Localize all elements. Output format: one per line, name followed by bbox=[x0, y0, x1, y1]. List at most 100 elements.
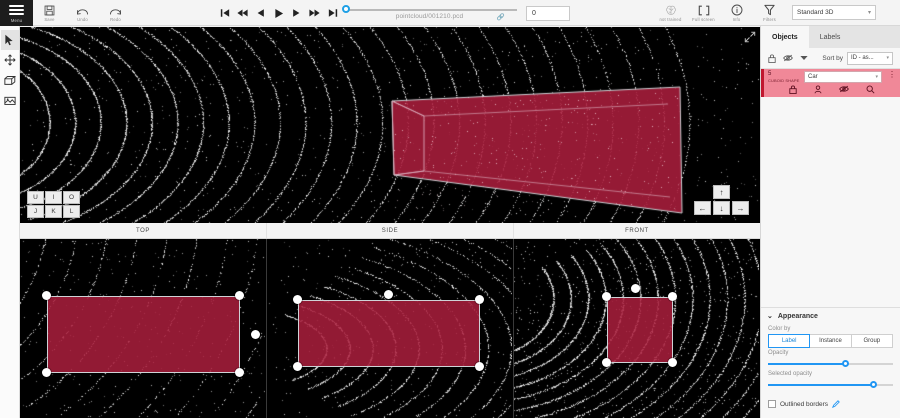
key-u[interactable]: U bbox=[27, 191, 44, 204]
object-zoom-icon[interactable] bbox=[866, 85, 875, 94]
color-by-segmented: Label Instance Group bbox=[768, 334, 893, 348]
filters-button[interactable]: Filters bbox=[753, 0, 786, 26]
handle-bottom-right[interactable] bbox=[235, 368, 244, 377]
object-row-header: 5 CUBOID SHAPE Car ▾ ⋮ bbox=[768, 71, 896, 83]
key-i[interactable]: I bbox=[45, 191, 62, 204]
handle-top-right[interactable] bbox=[235, 291, 244, 300]
last-frame-button[interactable] bbox=[324, 2, 341, 24]
pointcloud-canvas-perspective[interactable] bbox=[20, 27, 760, 223]
next-frame-button[interactable] bbox=[288, 2, 305, 24]
tool-rail bbox=[0, 26, 20, 418]
camera-nav-pad: ↑ ← ↓ → bbox=[694, 185, 750, 218]
cuboid-top[interactable] bbox=[47, 296, 240, 373]
handle-side-rotate[interactable] bbox=[384, 290, 393, 299]
handle-side-bottom-right[interactable] bbox=[475, 362, 484, 371]
color-by-label-option[interactable]: Label bbox=[768, 334, 811, 348]
cursor-tool[interactable] bbox=[0, 30, 19, 50]
frame-number-input[interactable]: 0 bbox=[526, 5, 570, 21]
hide-all-icon[interactable] bbox=[783, 54, 793, 62]
handle-front-rotate[interactable] bbox=[631, 284, 640, 293]
handle-front-bottom-right[interactable] bbox=[668, 358, 677, 367]
object-shape: CUBOID SHAPE bbox=[768, 78, 800, 83]
fast-backward-button[interactable] bbox=[234, 2, 251, 24]
slider-thumb[interactable] bbox=[342, 5, 350, 13]
key-k[interactable]: K bbox=[45, 205, 62, 218]
handle-side-top-left[interactable] bbox=[293, 295, 302, 304]
perspective-viewport[interactable]: U I O J K L ↑ ← ↓ → bbox=[20, 27, 760, 223]
object-hide-icon[interactable] bbox=[839, 85, 850, 94]
play-button[interactable] bbox=[270, 2, 287, 24]
previous-frame-button[interactable] bbox=[252, 2, 269, 24]
key-l[interactable]: L bbox=[63, 205, 80, 218]
menu-button[interactable]: Menu bbox=[0, 0, 33, 26]
sort-by-value: ID - as... bbox=[851, 55, 874, 61]
nav-left-button[interactable]: ← bbox=[694, 201, 711, 215]
object-menu-icon[interactable]: ⋮ bbox=[888, 70, 896, 79]
full-screen-button[interactable]: Full screen bbox=[687, 0, 720, 26]
handle-front-bottom-left[interactable] bbox=[602, 358, 611, 367]
object-pin-icon[interactable] bbox=[814, 85, 822, 94]
object-class-select[interactable]: Car ▾ bbox=[804, 71, 882, 83]
edit-color-icon[interactable] bbox=[832, 395, 840, 413]
redo-button[interactable]: Redo bbox=[99, 0, 132, 26]
right-panel: Objects Labels Sort by ID - as... ▾ bbox=[760, 26, 900, 418]
undo-button[interactable]: Undo bbox=[66, 0, 99, 26]
ortho-label-front: FRONT bbox=[625, 227, 649, 234]
link-icon[interactable]: 🔗 bbox=[496, 14, 505, 21]
cuboid-tool[interactable] bbox=[1, 70, 19, 90]
key-o[interactable]: O bbox=[63, 191, 80, 204]
photo-tool[interactable] bbox=[1, 90, 19, 110]
nav-up-button[interactable]: ↑ bbox=[713, 185, 730, 199]
cuboid-side[interactable] bbox=[298, 300, 480, 367]
appearance-section: ⌄ Appearance Color by Label Instance Gro… bbox=[761, 307, 900, 418]
sort-by-label: Sort by bbox=[822, 54, 843, 62]
handle-front-top-left[interactable] bbox=[602, 292, 611, 301]
expand-icon[interactable] bbox=[744, 30, 756, 43]
menu-label: Menu bbox=[10, 17, 23, 23]
color-by-group-option[interactable]: Group bbox=[850, 334, 893, 348]
top-viewport[interactable] bbox=[20, 239, 267, 418]
ortho-label-top: TOP bbox=[20, 223, 267, 238]
tab-labels[interactable]: Labels bbox=[819, 33, 841, 41]
object-id: 5 bbox=[768, 71, 772, 77]
side-viewport[interactable] bbox=[267, 239, 514, 418]
collapse-all-icon[interactable] bbox=[800, 55, 808, 61]
front-viewport[interactable] bbox=[514, 239, 760, 418]
move-tool[interactable] bbox=[1, 50, 19, 70]
first-frame-button[interactable] bbox=[216, 2, 233, 24]
info-icon bbox=[731, 4, 743, 16]
handle-side-bottom-left[interactable] bbox=[293, 362, 302, 371]
handle-bottom-left[interactable] bbox=[42, 368, 51, 377]
sort-by-select[interactable]: ID - as... ▾ bbox=[847, 51, 893, 65]
handle-rotate[interactable] bbox=[251, 330, 260, 339]
tab-objects[interactable]: Objects bbox=[761, 26, 809, 48]
not-trained-indicator[interactable]: not trained bbox=[654, 0, 687, 26]
selected-opacity-thumb[interactable] bbox=[869, 381, 877, 388]
opacity-thumb[interactable] bbox=[842, 360, 849, 367]
opacity-slider[interactable] bbox=[768, 358, 893, 369]
outlined-borders-checkbox[interactable] bbox=[768, 400, 776, 408]
info-button[interactable]: Info bbox=[720, 0, 753, 26]
color-by-instance-option[interactable]: Instance bbox=[809, 334, 852, 348]
outlined-borders-row: Outlined borders bbox=[768, 395, 893, 413]
selected-opacity-slider[interactable] bbox=[768, 379, 893, 390]
appearance-header[interactable]: ⌄ Appearance bbox=[761, 308, 900, 324]
panel-tabs: Objects Labels bbox=[761, 26, 900, 48]
view-preset-select[interactable]: Standard 3D ▾ bbox=[792, 5, 876, 20]
fast-forward-button[interactable] bbox=[306, 2, 323, 24]
object-lock-icon[interactable] bbox=[788, 85, 797, 94]
object-list-item[interactable]: 5 CUBOID SHAPE Car ▾ ⋮ bbox=[761, 69, 900, 97]
lock-all-icon[interactable] bbox=[768, 54, 776, 63]
frame-slider[interactable]: pointcloud/001210.pcd 🔗 bbox=[342, 0, 517, 26]
key-j[interactable]: J bbox=[27, 205, 44, 218]
object-class-value: Car bbox=[808, 74, 818, 80]
nav-right-button[interactable]: → bbox=[732, 201, 749, 215]
cuboid-front[interactable] bbox=[607, 297, 673, 363]
handle-side-top-right[interactable] bbox=[475, 295, 484, 304]
save-button[interactable]: Save bbox=[33, 0, 66, 26]
handle-top-left[interactable] bbox=[42, 291, 51, 300]
handle-front-top-right[interactable] bbox=[668, 292, 677, 301]
ortho-label-side: SIDE bbox=[267, 223, 514, 238]
brain-icon bbox=[665, 5, 677, 16]
nav-down-button[interactable]: ↓ bbox=[713, 201, 730, 215]
